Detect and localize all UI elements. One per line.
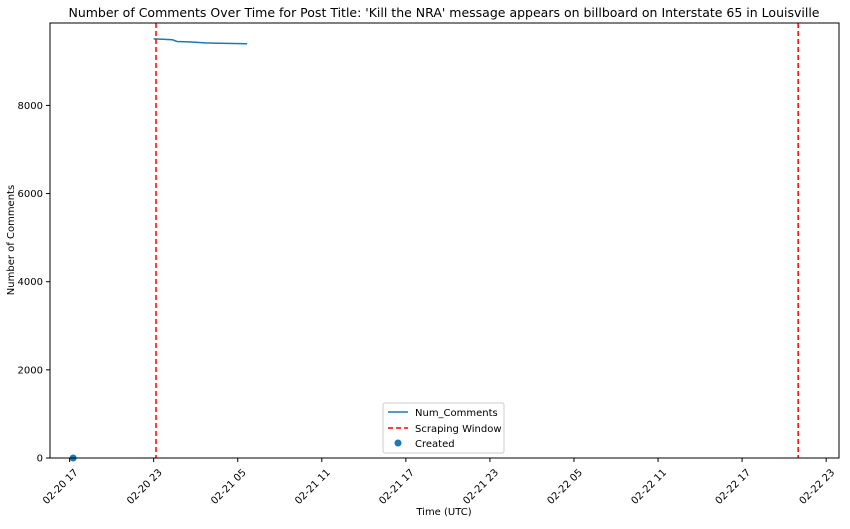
x-tick-label: 02-21 05 bbox=[209, 467, 249, 507]
y-tick-label: 8000 bbox=[18, 101, 43, 112]
chart-title: Number of Comments Over Time for Post Ti… bbox=[68, 5, 819, 20]
plot-marks bbox=[69, 23, 799, 462]
y-tick-label: 0 bbox=[37, 454, 43, 465]
x-tick-label: 02-20 23 bbox=[125, 467, 165, 507]
x-tick-label: 02-21 11 bbox=[293, 467, 333, 507]
num-comments-line bbox=[153, 38, 248, 45]
x-tick-label: 02-22 17 bbox=[714, 467, 754, 507]
legend-marker-swatch bbox=[394, 439, 402, 447]
legend-label-scraping-window: Scraping Window bbox=[415, 424, 502, 435]
x-tick-label: 02-21 17 bbox=[377, 467, 417, 507]
x-tick-label: 02-21 23 bbox=[461, 467, 501, 507]
legend: Num_Comments Scraping Window Created bbox=[382, 402, 505, 454]
x-tick-label: 02-22 11 bbox=[630, 467, 670, 507]
y-tick-label: 2000 bbox=[18, 365, 43, 376]
x-tick-label: 02-22 05 bbox=[545, 467, 585, 507]
x-tick-label: 02-20 17 bbox=[41, 467, 81, 507]
y-axis: 0 2000 4000 6000 8000 bbox=[18, 101, 50, 465]
legend-box bbox=[382, 402, 505, 454]
x-axis: 02-20 17 02-20 23 02-21 05 02-21 11 02-21 17… bbox=[41, 458, 837, 507]
y-tick-label: 4000 bbox=[18, 277, 43, 288]
legend-label-created: Created bbox=[415, 439, 455, 450]
y-axis-label: Number of Comments bbox=[6, 185, 17, 295]
x-tick-label: 02-22 23 bbox=[798, 467, 838, 507]
x-axis-label: Time (UTC) bbox=[415, 507, 471, 518]
legend-label-num-comments: Num_Comments bbox=[415, 408, 498, 419]
plot-frame bbox=[49, 22, 840, 459]
y-tick-label: 6000 bbox=[18, 189, 43, 200]
